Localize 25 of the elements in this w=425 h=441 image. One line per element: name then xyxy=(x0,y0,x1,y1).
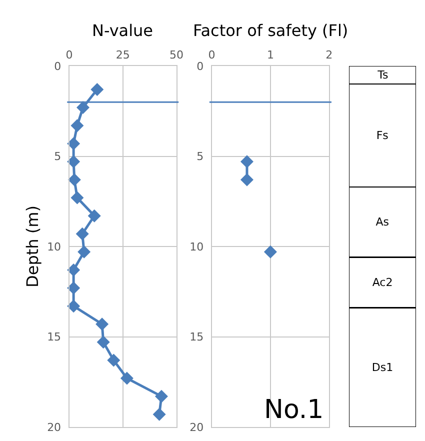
x-tick-label: 2 xyxy=(326,48,333,62)
x-tick-label: 1 xyxy=(266,48,274,62)
series-label: Ac2 xyxy=(372,276,393,290)
y-tick-label: 10 xyxy=(47,240,62,254)
y-tick-label: 20 xyxy=(47,420,62,434)
series-label: As xyxy=(376,216,390,229)
chart-title: N-value xyxy=(92,21,154,40)
y-tick-label: 15 xyxy=(190,330,204,344)
annotation: No.1 xyxy=(264,395,324,425)
y-tick-label: 0 xyxy=(196,60,204,73)
series-label: Ds1 xyxy=(372,360,394,374)
y-tick-label: 0 xyxy=(54,60,62,73)
series-label: Fs xyxy=(376,128,389,142)
series-label: Ts xyxy=(376,68,388,82)
y-tick-label: 20 xyxy=(190,420,204,434)
x-tick-label: 0 xyxy=(208,48,216,62)
x-tick-label: 0 xyxy=(66,48,73,62)
x-tick-label: 25 xyxy=(116,48,130,62)
y-tick-label: 15 xyxy=(47,330,62,344)
y-axis-title: Depth (m) xyxy=(22,206,42,288)
y-tick-label: 5 xyxy=(196,150,204,164)
x-tick-label: 50 xyxy=(169,48,184,62)
y-tick-label: 5 xyxy=(54,150,62,164)
chart-title: Factor of safety (Fl) xyxy=(193,21,348,40)
y-tick-label: 10 xyxy=(190,240,204,254)
